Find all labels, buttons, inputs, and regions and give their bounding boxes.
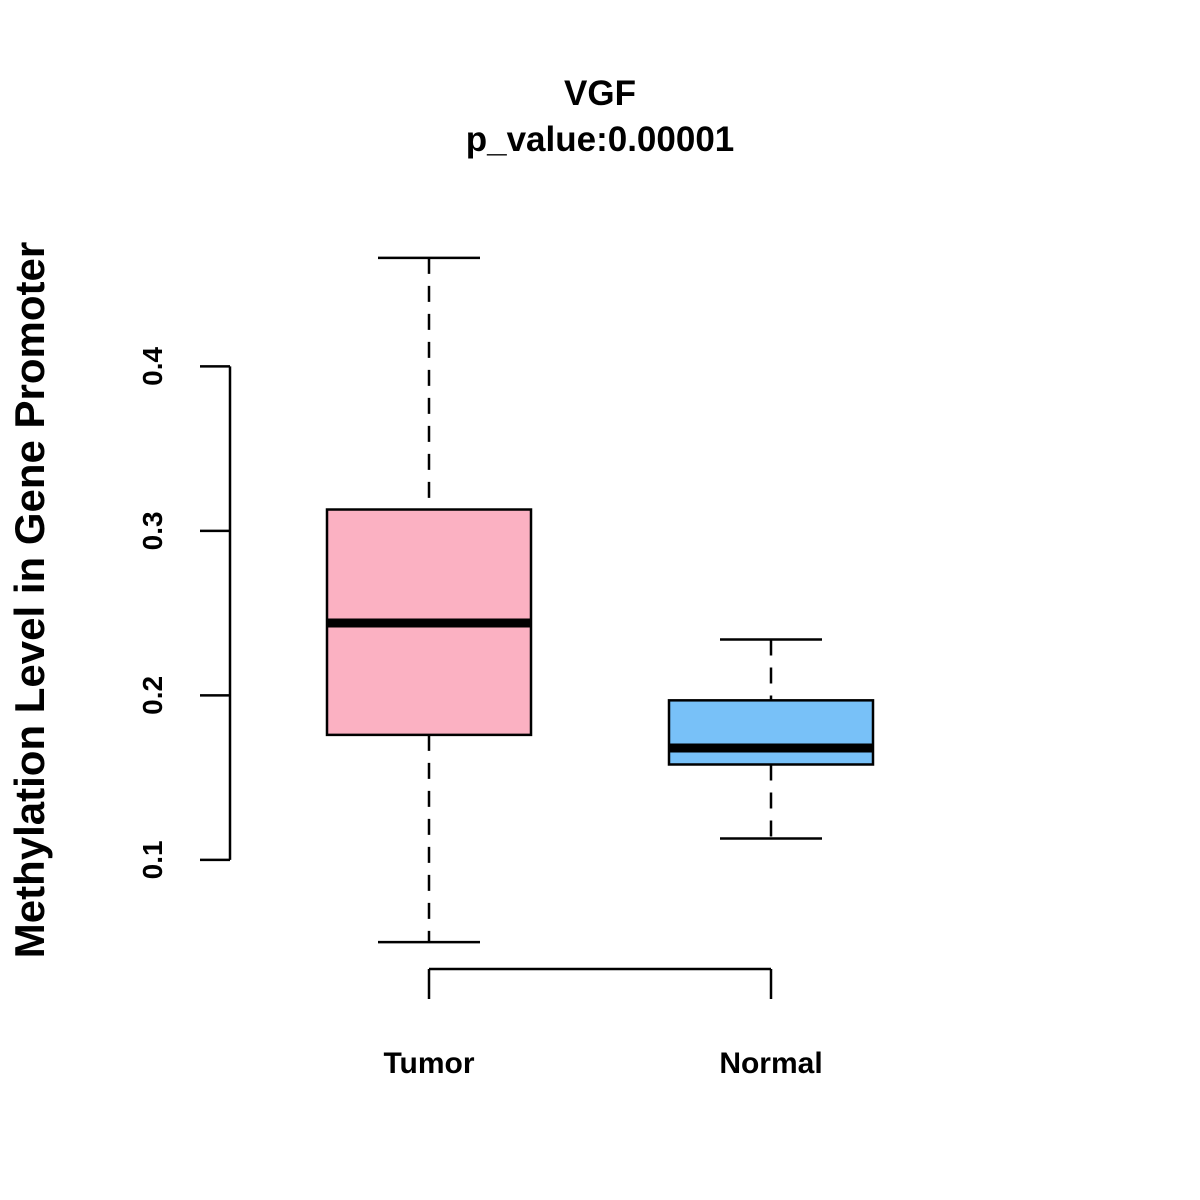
y-tick-label: 0.2 [137,676,168,715]
chart-title: VGF [564,74,636,113]
y-tick-label: 0.1 [137,840,168,879]
x-tick-label: Tumor [383,1047,474,1080]
y-tick-label: 0.3 [137,511,168,550]
x-tick-label: Normal [719,1047,822,1080]
chart-subtitle: p_value:0.00001 [465,120,735,159]
box-normal [667,699,875,766]
y-tick-label: 0.4 [137,347,168,386]
